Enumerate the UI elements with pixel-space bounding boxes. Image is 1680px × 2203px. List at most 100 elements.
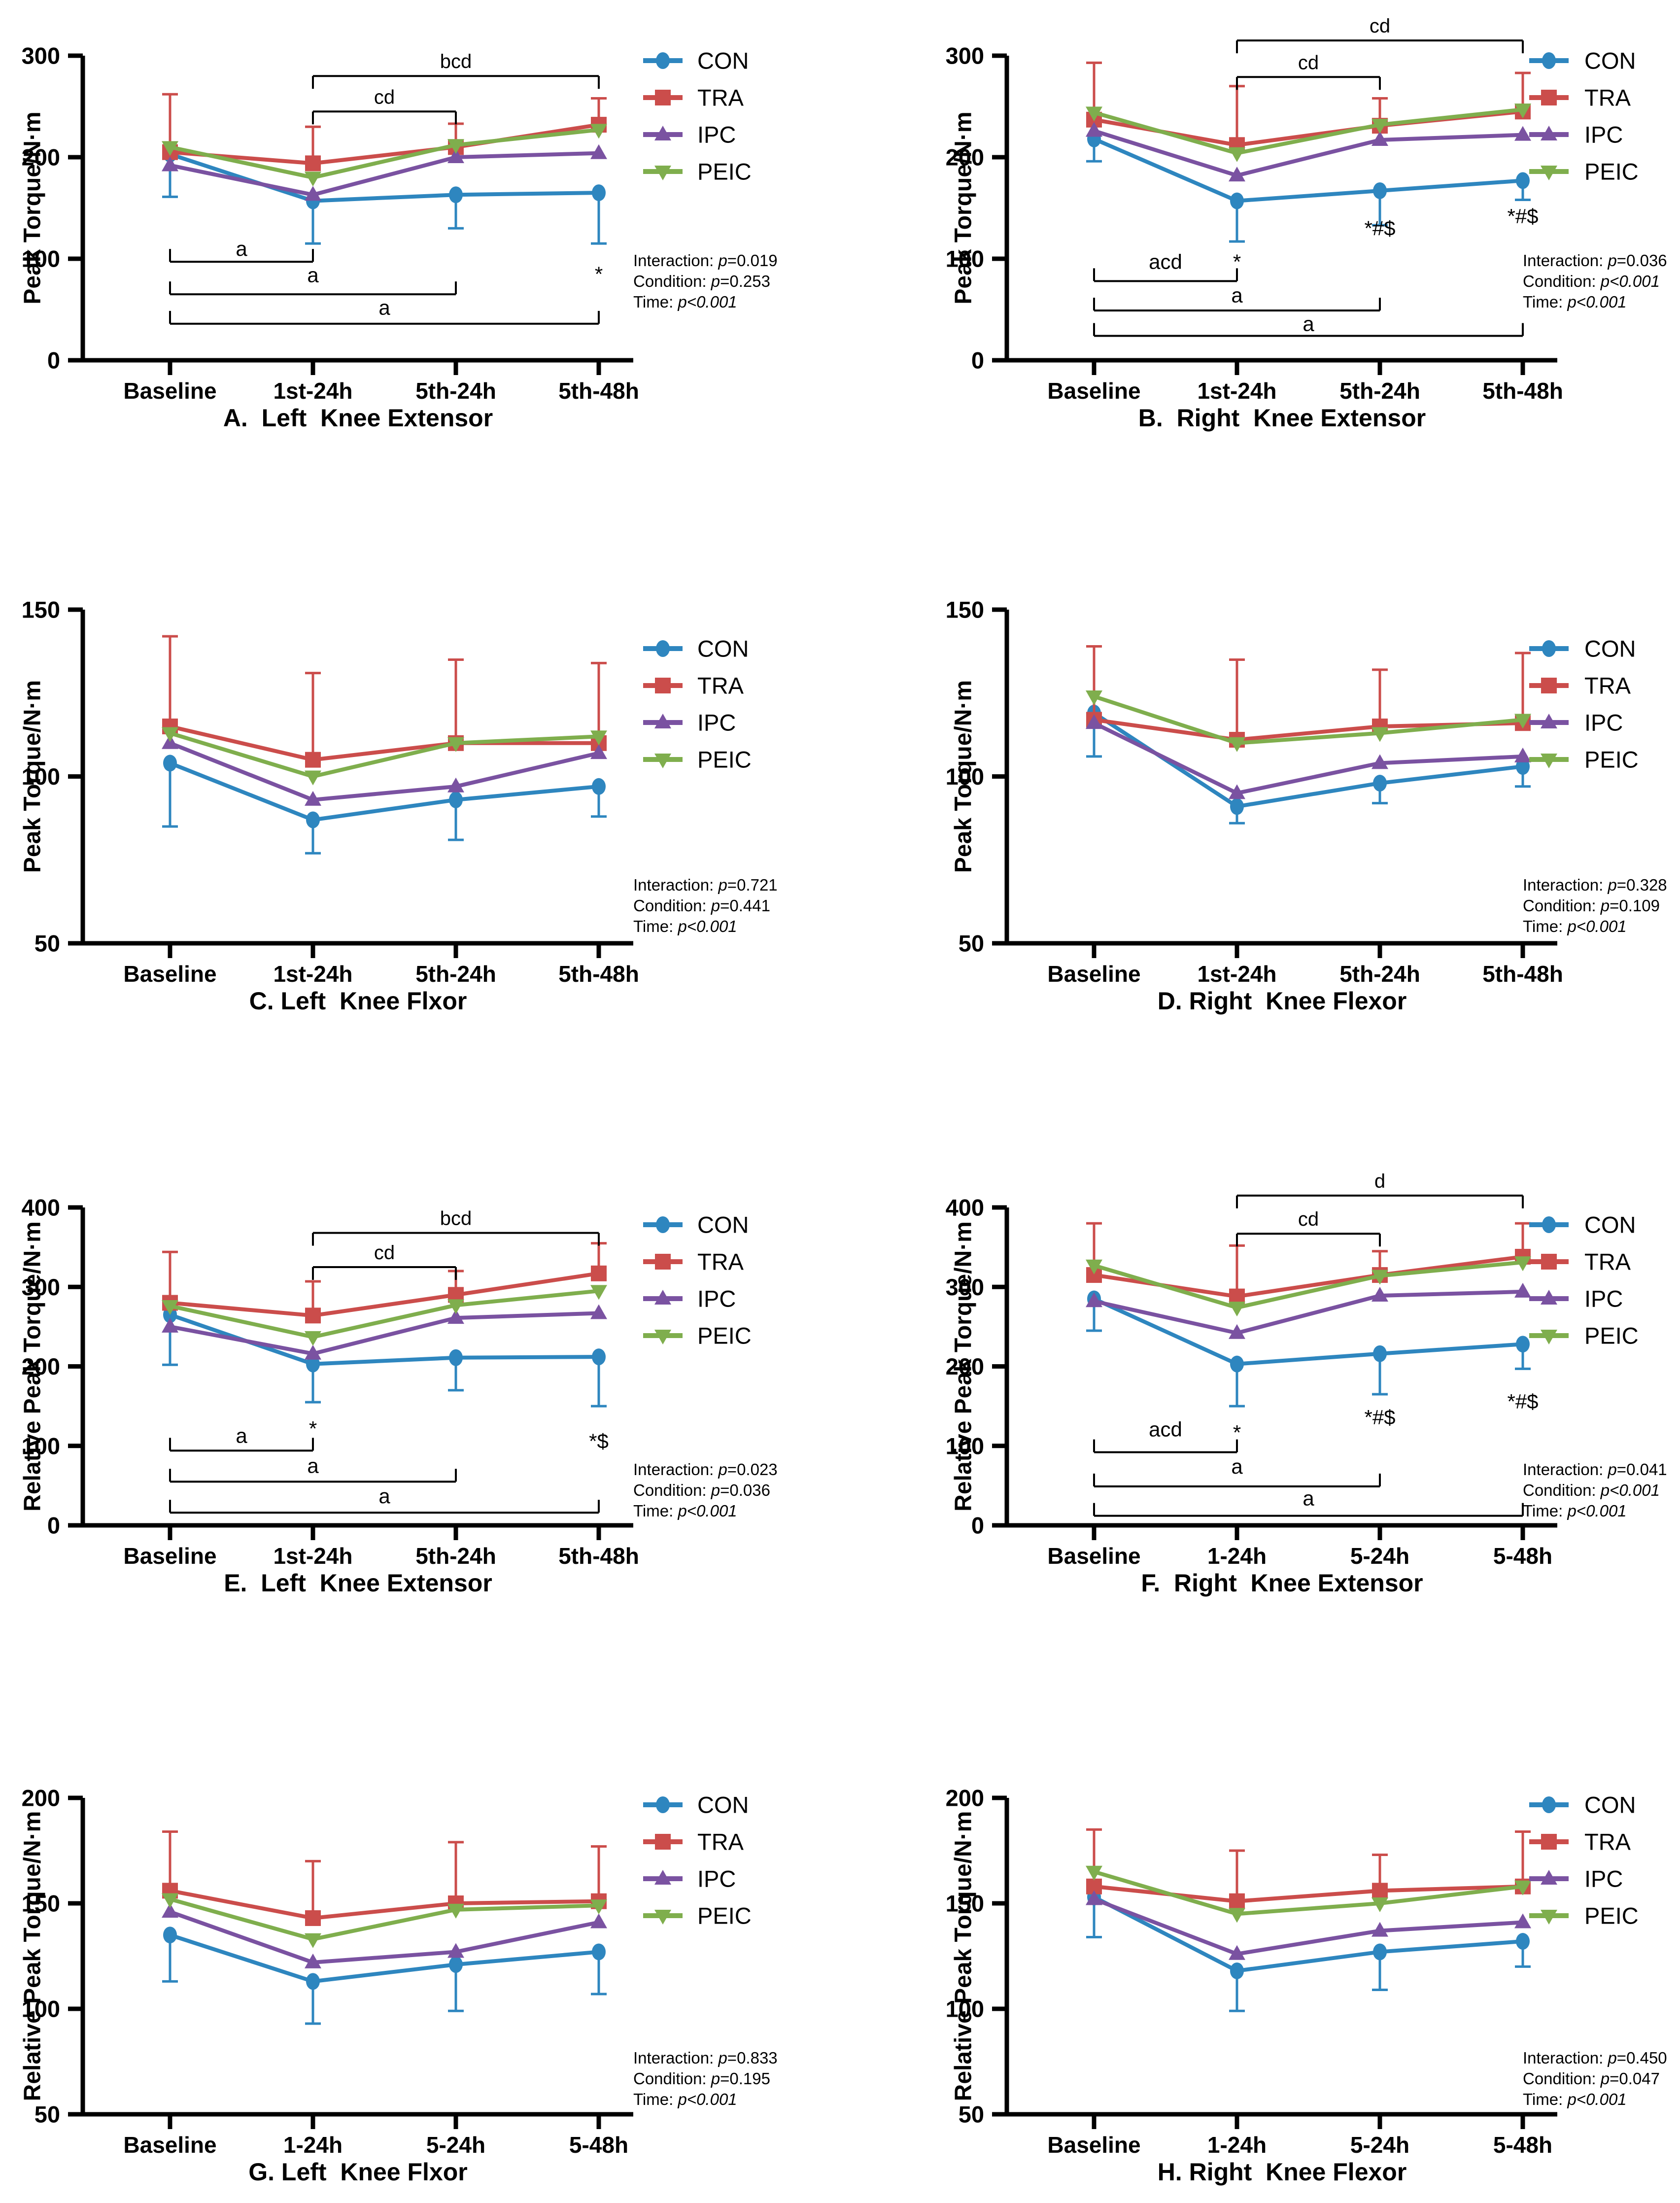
legend-marker-TRA <box>1541 1254 1557 1270</box>
stats-line-interaction: Interaction: p=0.450 <box>1523 2049 1667 2067</box>
legend-marker-CON <box>1542 1216 1556 1233</box>
panel-title-A: A. Left Knee Extensor <box>223 404 493 432</box>
marker-CON <box>163 1927 177 1944</box>
marker-CON <box>163 755 177 772</box>
y-tick-label: 300 <box>22 1274 60 1300</box>
sig-bracket-label: bcd <box>440 1208 472 1230</box>
y-tick-label: 0 <box>47 1513 60 1539</box>
x-tick-label: 5-48h <box>1493 1543 1552 1569</box>
panel-title-C: C. Left Knee Flxor <box>249 987 467 1015</box>
chart-A: 0 100 200 300 Baseline 1st-24h 5th-24h 5th-48h P… <box>20 43 778 404</box>
marker-TRA <box>305 155 321 172</box>
x-tick-label: 1st-24h <box>1197 961 1276 987</box>
chart-C: 50 100 150 Baseline 1st-24h 5th-24h 5th-48h Pea… <box>20 597 778 987</box>
legend-marker-IPC <box>654 1290 671 1305</box>
legend-marker-IPC <box>654 1870 671 1885</box>
sig-annotation: * <box>1233 250 1241 274</box>
sig-annotation: a <box>378 296 390 319</box>
stats-line-condition: Condition: p<0.001 <box>1523 272 1660 290</box>
x-tick-label: 5th-24h <box>1339 961 1420 987</box>
marker-PEIC <box>1371 1897 1388 1912</box>
legend-label-CON: CON <box>1584 1792 1636 1818</box>
marker-CON <box>1373 775 1387 792</box>
marker-CON <box>1373 1345 1387 1362</box>
series-line-IPC <box>1093 129 1523 178</box>
x-tick-label: 1-24h <box>1207 1543 1267 1569</box>
legend-marker-TRA <box>655 90 671 105</box>
series-line-TRA <box>170 123 599 166</box>
panel-H: 50 100 150 200 Baseline 1-24h 5-24h 5-48h Relati… <box>840 1652 1680 2203</box>
legend-label-TRA: TRA <box>697 673 744 699</box>
marker-IPC <box>1371 1286 1388 1302</box>
marker-CON <box>1373 182 1387 199</box>
marker-CON <box>592 1943 606 1961</box>
series-line-PEIC <box>1093 1260 1523 1310</box>
marker-PEIC <box>305 1331 321 1346</box>
marker-IPC <box>447 1309 464 1324</box>
marker-CON <box>306 811 320 828</box>
x-tick-label: 5-48h <box>569 2132 628 2158</box>
legend-marker-PEIC <box>1541 754 1557 768</box>
sig-annotation: a <box>1231 284 1243 307</box>
sig-annotation: acd <box>1149 1417 1182 1441</box>
legend-label-PEIC: PEIC <box>1584 1903 1639 1929</box>
marker-CON <box>1230 192 1244 209</box>
legend-label-TRA: TRA <box>1584 1829 1631 1855</box>
legend-label-IPC: IPC <box>697 1286 736 1312</box>
sig-annotation: a <box>378 1484 390 1508</box>
series-line-CON <box>169 1933 599 1984</box>
panel-G: 50 100 150 200 Baseline 1-24h 5-24h 5-48h Relati… <box>0 1652 840 2203</box>
y-axis-label: Relative Peak Torque/N·m <box>20 1221 46 1512</box>
y-tick-label: 200 <box>22 144 60 171</box>
marker-PEIC <box>162 141 178 156</box>
x-tick-label: 5-24h <box>426 2132 485 2158</box>
stats-line-time: Time: p<0.001 <box>1523 917 1627 935</box>
marker-CON <box>1516 1933 1530 1950</box>
marker-CON <box>449 1956 463 1973</box>
marker-IPC <box>590 744 607 759</box>
y-axis-label: Peak Torque/N·m <box>951 111 977 304</box>
legend-marker-PEIC <box>654 1330 671 1344</box>
stats-line-interaction: Interaction: p=0.019 <box>633 251 778 270</box>
marker-PEIC <box>1371 1270 1388 1285</box>
sig-bracket-label: bcd <box>440 51 472 72</box>
legend-marker-IPC <box>1541 126 1557 140</box>
legend-marker-PEIC <box>654 754 671 768</box>
sig-bracket-label: cd <box>1370 15 1390 37</box>
y-tick-label: 100 <box>22 763 60 790</box>
sig-bracket-label: d <box>1374 1170 1385 1192</box>
legend-marker-TRA <box>1541 1834 1557 1850</box>
legend-marker-TRA <box>655 678 671 693</box>
legend-label-TRA: TRA <box>697 85 744 111</box>
panel-title-G: G. Left Knee Flxor <box>248 2158 468 2186</box>
legend-label-PEIC: PEIC <box>697 1903 752 1929</box>
marker-PEIC <box>1371 119 1388 134</box>
y-tick-label: 100 <box>946 763 984 790</box>
x-tick-label: 5-48h <box>1493 2132 1552 2158</box>
sig-annotation: *$ <box>589 1430 609 1453</box>
marker-PEIC <box>1514 714 1531 729</box>
y-tick-label: 50 <box>34 2101 60 2128</box>
marker-PEIC <box>1086 1865 1102 1881</box>
stats-line-interaction: Interaction: p=0.721 <box>633 876 778 894</box>
legend-marker-TRA <box>1541 678 1557 693</box>
sig-annotation: *#$ <box>1507 205 1538 228</box>
series-line-TRA <box>170 1889 599 1920</box>
chart-H: 50 100 150 200 Baseline 1-24h 5-24h 5-48h Relati… <box>946 1785 1667 2158</box>
series-line-PEIC <box>1093 107 1523 155</box>
stats-line-condition: Condition: p=0.109 <box>1523 896 1660 915</box>
series-line-PEIC <box>1093 1869 1523 1916</box>
y-axis-label: Relative Peak Torque/N·m <box>951 1811 977 2101</box>
y-tick-label: 400 <box>22 1195 60 1221</box>
marker-IPC <box>590 1913 607 1928</box>
stats-line-condition: Condition: p=0.036 <box>633 1481 770 1499</box>
x-tick-label: 5th-48h <box>1482 378 1563 404</box>
x-tick-label: 1st-24h <box>273 961 352 987</box>
stats-line-interaction: Interaction: p=0.328 <box>1523 876 1667 894</box>
marker-TRA <box>305 752 321 768</box>
marker-IPC <box>1371 131 1388 146</box>
marker-PEIC <box>1086 106 1102 122</box>
x-tick-label: 5th-48h <box>558 378 639 404</box>
legend-label-TRA: TRA <box>1584 1249 1631 1275</box>
legend-label-TRA: TRA <box>1584 85 1631 111</box>
